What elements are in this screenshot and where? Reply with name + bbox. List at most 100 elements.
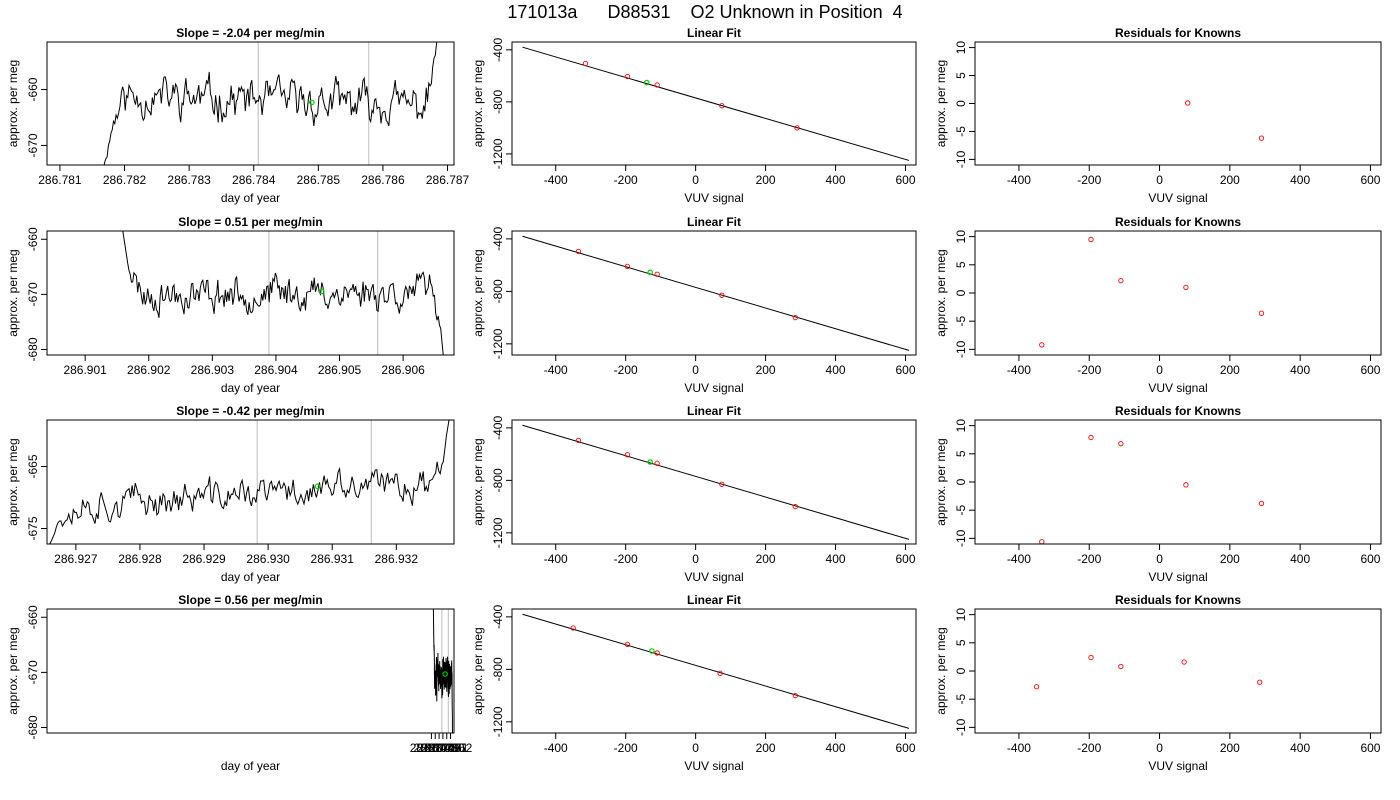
y-tick-label: -400 [491,605,505,629]
data-series-line [432,609,453,733]
data-point [654,460,660,466]
plot-area [122,231,444,355]
y-tick-label: -800 [491,657,505,681]
unknown-marker [309,99,315,106]
x-axis-label: VUV signal [684,570,743,584]
x-tick-label: 400 [826,552,846,566]
plot-area [1033,654,1263,690]
y-tick-label: -800 [491,279,505,303]
x-tick-label: 286.901 [63,363,107,377]
y-tick-label: 5 [954,72,968,79]
x-tick-label: -200 [614,552,638,566]
plot-frame [511,230,917,356]
plot-area [522,46,910,161]
y-tick-label: -680 [26,337,40,361]
x-tick-label: -200 [1077,552,1101,566]
y-tick-label: -5 [954,316,968,327]
x-tick-label: -400 [544,741,568,755]
y-tick-label: 5 [954,639,968,646]
x-tick-label: 286.927 [54,552,98,566]
plot-frame [46,419,455,545]
x-axis-label: day of year [221,191,280,205]
data-point [1039,539,1045,544]
x-tick-label: 600 [1360,173,1380,187]
y-tick-label: -675 [26,516,40,540]
x-tick-label: -400 [1007,173,1031,187]
panel-r3c3: Residuals for Knowns -400 -200 0 200 400 600 -1… [934,404,1382,584]
panel-r1c1: Slope = -2.04 per meg/min 286.781 286.782 2… [6,26,470,205]
fit-line [522,424,910,540]
data-point [575,248,582,254]
x-tick-label: 0 [692,552,699,566]
panel-title: Slope = -0.42 per meg/min [176,404,324,418]
plot-area [432,609,453,733]
x-tick-label: -200 [614,741,638,755]
x-tick-label: 286.785 [297,173,341,187]
y-tick-label: -800 [491,90,505,114]
y-axis-label: approx. per meg [934,627,948,714]
x-tick-label: 400 [1290,363,1310,377]
panel-r4c3: Residuals for Knowns -400 -200 0 200 400 600 -1… [934,593,1382,773]
x-tick-label: 600 [1360,552,1380,566]
x-tick-label: 287.052 [429,741,473,755]
unknown-marker [643,79,650,86]
y-tick-label: -5 [954,126,968,137]
x-tick-label: 600 [895,363,915,377]
x-tick-label: 0 [1156,741,1163,755]
unknown-marker [318,288,325,295]
x-tick-label: 200 [756,741,776,755]
x-tick-label: 0 [1156,363,1163,377]
y-tick-label: -10 [954,150,968,168]
x-tick-label: 286.905 [318,363,362,377]
y-axis-label: approx. per meg [471,60,485,147]
x-tick-label: 200 [756,363,776,377]
x-tick-label: 287.047 [410,741,454,755]
data-point [1088,236,1094,243]
x-tick-label: 286.784 [232,173,276,187]
panel-title: Linear Fit [687,26,741,40]
x-axis-label: day of year [221,570,280,584]
x-tick-label: 400 [826,363,846,377]
plot-area [1185,100,1265,141]
x-tick-label: -400 [544,552,568,566]
x-tick-label: 286.781 [38,173,82,187]
y-tick-label: 5 [954,261,968,268]
y-tick-label: 10 [954,419,968,433]
x-tick-label: 400 [1290,173,1310,187]
x-axis-label: day of year [221,381,280,395]
y-tick-label: -10 [954,718,968,736]
x-tick-label: 200 [756,173,776,187]
y-tick-label: -670 [26,282,40,306]
x-tick-label: -200 [1077,741,1101,755]
data-point [719,481,725,487]
y-axis-label: approx. per meg [6,627,20,714]
data-point [792,314,798,321]
x-tick-label: 286.930 [246,552,290,566]
y-tick-label: -10 [954,529,968,547]
y-tick-label: -400 [491,227,505,251]
x-tick-label: -200 [1077,363,1101,377]
x-tick-label: 286.903 [191,363,235,377]
x-tick-label: 600 [895,741,915,755]
y-tick-label: 5 [954,450,968,457]
x-tick-label: 286.787 [426,173,470,187]
y-axis-label: approx. per meg [6,438,20,525]
panel-title: Slope = -2.04 per meg/min [176,26,324,40]
y-tick-label: -660 [26,77,40,101]
x-tick-label: 286.783 [167,173,211,187]
x-tick-label: 286.929 [182,552,226,566]
plot-frame [511,41,917,166]
unknown-marker [647,459,653,465]
panel-title: Residuals for Knowns [1115,404,1241,418]
y-tick-label: 10 [954,230,968,244]
y-tick-label: 10 [954,608,968,622]
panel-title: Linear Fit [687,215,741,229]
data-point [719,103,725,109]
y-axis-label: approx. per meg [934,60,948,147]
x-tick-label: 286.782 [103,173,147,187]
panel-title: Residuals for Knowns [1115,26,1241,40]
data-point [624,452,631,458]
x-tick-label: 286.906 [381,363,425,377]
y-tick-label: -400 [491,416,505,440]
data-point [1258,135,1265,141]
